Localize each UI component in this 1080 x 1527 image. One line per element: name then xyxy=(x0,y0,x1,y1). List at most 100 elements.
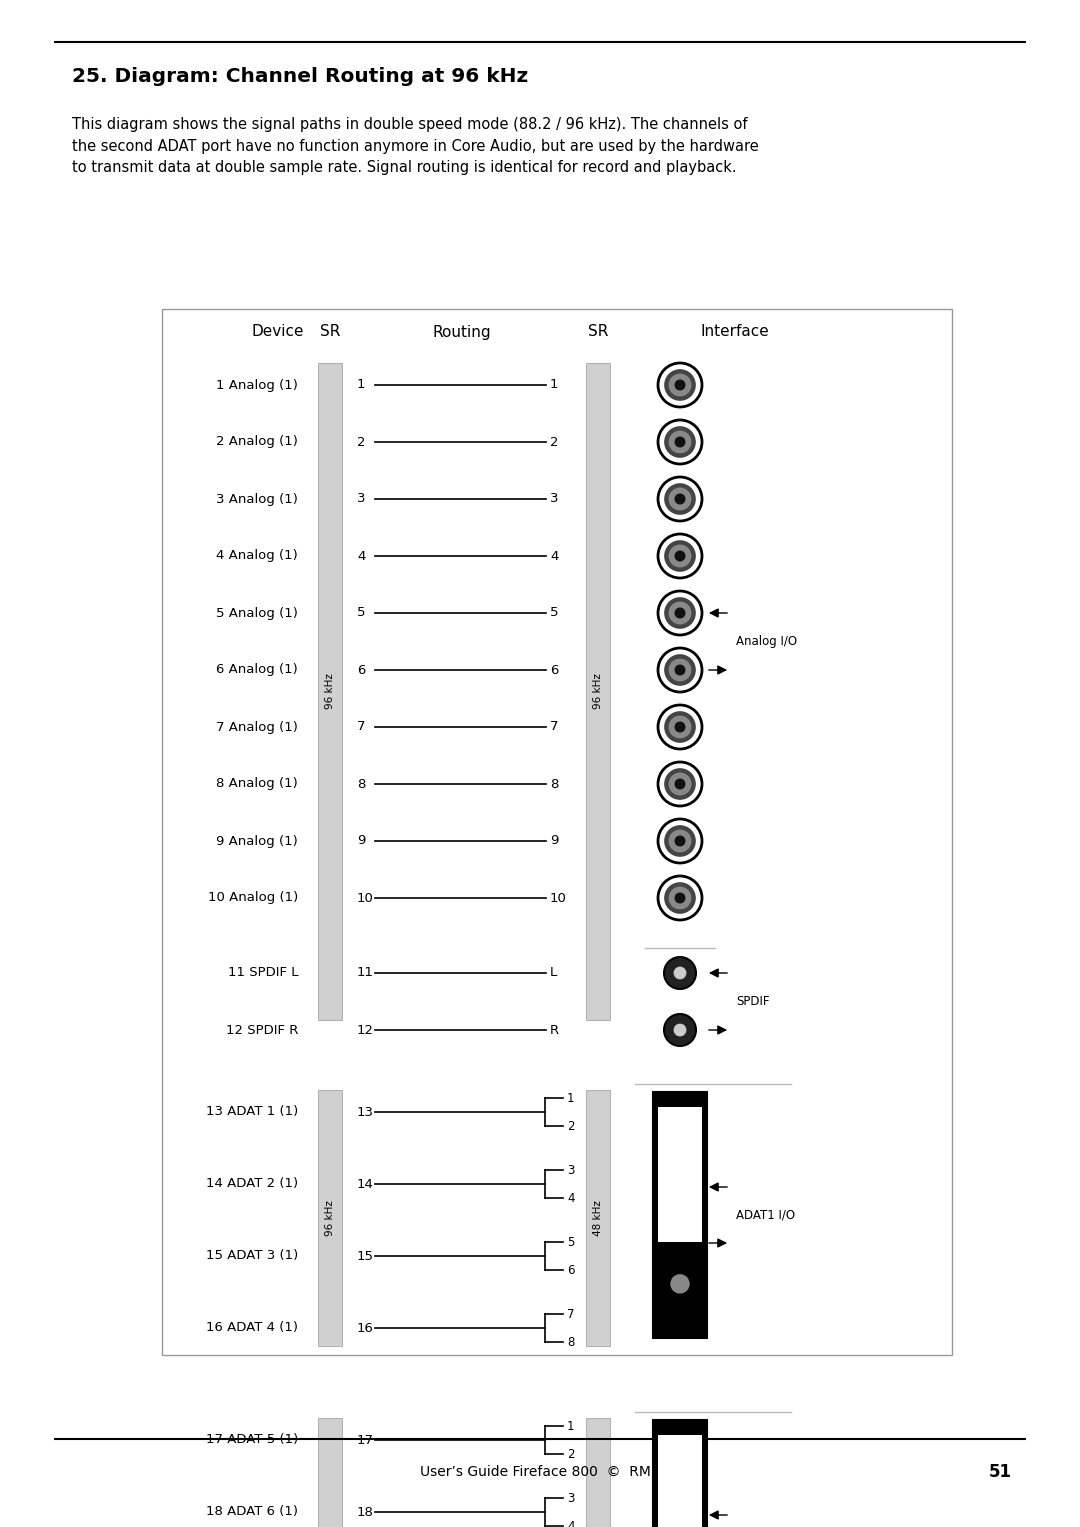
Text: This diagram shows the signal paths in double speed mode (88.2 / 96 kHz). The ch: This diagram shows the signal paths in d… xyxy=(72,118,759,176)
Circle shape xyxy=(658,363,702,408)
Circle shape xyxy=(675,437,686,447)
Text: 11 SPDIF L: 11 SPDIF L xyxy=(228,967,298,979)
Circle shape xyxy=(669,487,691,510)
Circle shape xyxy=(664,825,696,857)
Circle shape xyxy=(658,591,702,635)
Text: 5 Analog (1): 5 Analog (1) xyxy=(216,606,298,620)
Text: 2: 2 xyxy=(567,1448,575,1460)
Circle shape xyxy=(664,957,696,989)
Text: 7 Analog (1): 7 Analog (1) xyxy=(216,721,298,733)
Circle shape xyxy=(669,829,691,852)
Text: 11: 11 xyxy=(357,967,374,979)
Text: 9 Analog (1): 9 Analog (1) xyxy=(216,834,298,847)
Text: 5: 5 xyxy=(357,606,365,620)
Circle shape xyxy=(664,1014,696,1046)
Circle shape xyxy=(674,1023,687,1037)
Bar xyxy=(653,1092,707,1338)
Circle shape xyxy=(664,883,696,913)
Circle shape xyxy=(664,541,696,571)
Circle shape xyxy=(664,712,696,742)
Circle shape xyxy=(675,380,686,391)
Circle shape xyxy=(669,602,691,625)
Text: 4: 4 xyxy=(567,1519,575,1527)
Circle shape xyxy=(658,647,702,692)
Text: 96 kHz: 96 kHz xyxy=(325,1200,335,1235)
Circle shape xyxy=(675,779,686,789)
Text: 96 kHz: 96 kHz xyxy=(325,673,335,710)
Text: 18 ADAT 6 (1): 18 ADAT 6 (1) xyxy=(206,1506,298,1518)
Circle shape xyxy=(675,892,686,904)
Text: 10: 10 xyxy=(357,892,374,904)
Circle shape xyxy=(674,967,687,979)
Text: 1: 1 xyxy=(567,1420,575,1432)
Text: Analog I/O: Analog I/O xyxy=(735,635,797,647)
Circle shape xyxy=(669,545,691,568)
Text: 9: 9 xyxy=(357,834,365,847)
Bar xyxy=(586,1419,610,1527)
Text: 4 Analog (1): 4 Analog (1) xyxy=(216,550,298,562)
Circle shape xyxy=(664,370,696,402)
Text: 15: 15 xyxy=(357,1249,374,1263)
Text: 13 ADAT 1 (1): 13 ADAT 1 (1) xyxy=(206,1106,298,1118)
Text: 12 SPDIF R: 12 SPDIF R xyxy=(226,1023,298,1037)
Text: 51: 51 xyxy=(988,1463,1012,1481)
Text: SPDIF: SPDIF xyxy=(735,996,769,1008)
Text: 8: 8 xyxy=(357,777,365,791)
Circle shape xyxy=(669,658,691,681)
Circle shape xyxy=(658,420,702,464)
Text: 4: 4 xyxy=(550,550,558,562)
Bar xyxy=(653,1420,707,1527)
Text: 17: 17 xyxy=(357,1434,374,1446)
Text: 12: 12 xyxy=(357,1023,374,1037)
Text: 2: 2 xyxy=(550,435,558,449)
Bar xyxy=(162,308,951,1354)
Bar xyxy=(318,1090,342,1345)
Circle shape xyxy=(675,721,686,733)
Text: 8: 8 xyxy=(550,777,558,791)
Text: 3: 3 xyxy=(567,1492,575,1504)
Text: 2: 2 xyxy=(357,435,365,449)
Text: 3: 3 xyxy=(357,493,365,505)
Circle shape xyxy=(658,705,702,750)
Text: 3 Analog (1): 3 Analog (1) xyxy=(216,493,298,505)
Text: 2: 2 xyxy=(567,1119,575,1133)
Circle shape xyxy=(675,493,686,504)
Text: ADAT1 I/O: ADAT1 I/O xyxy=(735,1208,795,1222)
Text: 8: 8 xyxy=(567,1336,575,1348)
Bar xyxy=(659,1107,702,1241)
Text: 10 Analog (1): 10 Analog (1) xyxy=(207,892,298,904)
Text: 1: 1 xyxy=(567,1092,575,1104)
Text: 7: 7 xyxy=(567,1307,575,1321)
Text: 3: 3 xyxy=(550,493,558,505)
Text: 3: 3 xyxy=(567,1164,575,1176)
Text: 4: 4 xyxy=(567,1191,575,1205)
Text: 25. Diagram: Channel Routing at 96 kHz: 25. Diagram: Channel Routing at 96 kHz xyxy=(72,67,528,86)
Circle shape xyxy=(675,608,686,618)
Circle shape xyxy=(671,1274,690,1293)
Text: SR: SR xyxy=(320,325,340,339)
Circle shape xyxy=(658,762,702,806)
Text: 2 Analog (1): 2 Analog (1) xyxy=(216,435,298,449)
Circle shape xyxy=(669,431,691,454)
Text: 1 Analog (1): 1 Analog (1) xyxy=(216,379,298,391)
Bar xyxy=(586,1090,610,1345)
Circle shape xyxy=(669,374,691,397)
Text: 15 ADAT 3 (1): 15 ADAT 3 (1) xyxy=(206,1249,298,1263)
Text: 4: 4 xyxy=(357,550,365,562)
Text: 13: 13 xyxy=(357,1106,374,1118)
Text: 14 ADAT 2 (1): 14 ADAT 2 (1) xyxy=(206,1177,298,1191)
Text: Routing: Routing xyxy=(432,325,490,339)
Text: 7: 7 xyxy=(550,721,558,733)
Text: L: L xyxy=(550,967,557,979)
Circle shape xyxy=(664,768,696,800)
Text: 1: 1 xyxy=(550,379,558,391)
Circle shape xyxy=(664,426,696,458)
Circle shape xyxy=(675,664,686,675)
Text: 6: 6 xyxy=(567,1263,575,1277)
Bar xyxy=(318,363,342,1020)
Bar xyxy=(659,1435,702,1527)
Text: Interface: Interface xyxy=(701,325,769,339)
Text: SR: SR xyxy=(588,325,608,339)
Text: 9: 9 xyxy=(550,834,558,847)
Text: 17 ADAT 5 (1): 17 ADAT 5 (1) xyxy=(206,1434,298,1446)
